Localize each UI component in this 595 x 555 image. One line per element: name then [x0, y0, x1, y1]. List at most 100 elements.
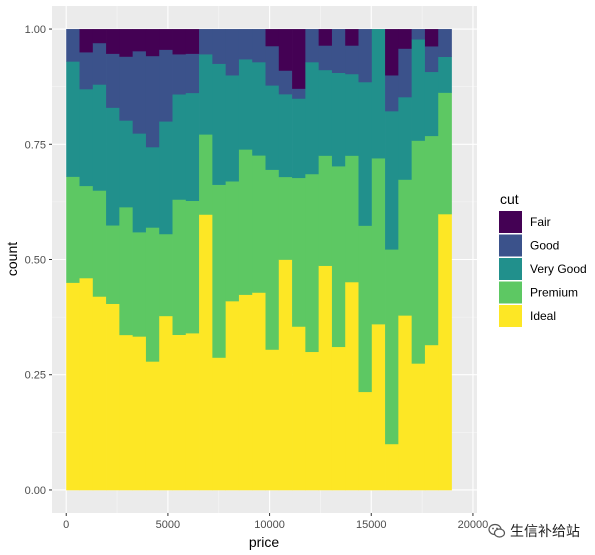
legend-label-good: Good	[530, 239, 559, 253]
bar-ideal-20	[331, 346, 346, 491]
bar-good-16	[278, 70, 293, 95]
bars	[66, 29, 452, 491]
bar-premium-3	[106, 225, 120, 304]
bar-ideal-25	[398, 315, 412, 491]
legend-label-fair: Fair	[530, 215, 551, 229]
bar-very-good-8	[172, 94, 187, 200]
bar-fair-25	[398, 29, 412, 49]
bar-good-19	[318, 45, 333, 71]
bar-good-12	[225, 29, 240, 76]
bar-good-20	[331, 29, 346, 73]
bar-very-good-11	[212, 63, 227, 185]
bar-very-good-4	[119, 120, 133, 208]
bar-premium-0	[66, 176, 80, 283]
bar-fair-19	[318, 29, 333, 46]
bar-very-good-16	[278, 94, 293, 178]
bar-premium-14	[252, 155, 266, 293]
bar-premium-17	[292, 177, 306, 327]
bar-ideal-22	[358, 391, 373, 491]
watermark-text: 生信补给站	[510, 524, 580, 540]
bar-fair-27	[424, 29, 439, 47]
x-tick-label: 10000	[254, 519, 285, 531]
bar-ideal-21	[345, 281, 359, 491]
bar-good-1	[79, 52, 94, 90]
bar-very-good-7	[159, 121, 173, 235]
y-tick-label: 0.75	[25, 139, 46, 151]
bar-good-26	[411, 29, 426, 40]
bar-premium-15	[265, 169, 280, 350]
bar-fair-24	[385, 29, 399, 76]
bar-premium-7	[159, 233, 173, 317]
bar-ideal-27	[424, 344, 439, 491]
bar-very-good-2	[92, 84, 107, 191]
bar-very-good-13	[238, 59, 253, 150]
legend-label-very-good: Very Good	[530, 262, 587, 276]
bar-ideal-9	[185, 333, 200, 491]
bar-very-good-15	[265, 85, 280, 170]
x-axis-title: price	[249, 534, 280, 550]
bar-ideal-24	[385, 443, 399, 491]
bar-very-good-18	[305, 61, 319, 175]
bar-good-3	[106, 53, 120, 108]
bar-good-14	[252, 29, 266, 63]
bar-ideal-10	[199, 214, 213, 491]
bar-very-good-20	[331, 72, 346, 167]
bar-ideal-2	[92, 296, 107, 491]
bar-good-11	[212, 29, 227, 64]
bar-ideal-23	[371, 324, 386, 491]
bar-very-good-26	[411, 39, 426, 141]
x-tick-label: 0	[63, 519, 69, 531]
wechat-icon	[488, 523, 506, 538]
bar-premium-20	[331, 166, 346, 348]
bar-ideal-13	[238, 294, 253, 491]
bar-ideal-0	[66, 282, 80, 491]
bar-fair-4	[119, 29, 133, 57]
bar-very-good-0	[66, 61, 80, 177]
bar-very-good-23	[371, 29, 386, 159]
bar-good-22	[358, 29, 373, 83]
bar-premium-12	[225, 181, 240, 302]
bar-good-27	[424, 46, 439, 73]
legend-label-premium: Premium	[530, 286, 578, 300]
legend-key-fair	[499, 211, 522, 233]
x-tick-label: 20000	[458, 519, 489, 531]
bar-very-good-28	[438, 56, 452, 93]
bar-ideal-17	[292, 326, 306, 491]
bar-fair-15	[265, 29, 280, 47]
bar-very-good-17	[292, 98, 306, 179]
bar-premium-5	[132, 232, 147, 337]
bar-very-good-19	[318, 69, 333, 156]
bar-fair-3	[106, 29, 120, 54]
bar-good-28	[438, 29, 452, 57]
bar-fair-9	[185, 29, 200, 54]
bar-good-10	[199, 29, 213, 55]
bar-very-good-24	[385, 110, 399, 250]
y-tick-label: 0.50	[25, 255, 46, 267]
bar-premium-19	[318, 155, 333, 266]
bar-fair-1	[79, 29, 94, 53]
legend-label-ideal: Ideal	[530, 309, 556, 323]
bar-ideal-7	[159, 315, 173, 491]
bar-good-8	[172, 54, 187, 95]
bar-very-good-5	[132, 133, 147, 233]
bar-good-6	[145, 55, 160, 148]
bar-premium-9	[185, 200, 200, 334]
bar-premium-8	[172, 199, 187, 335]
bar-fair-21	[345, 29, 359, 46]
bar-ideal-19	[318, 265, 333, 491]
bar-ideal-4	[119, 334, 133, 491]
bar-good-25	[398, 48, 412, 98]
bar-ideal-15	[265, 349, 280, 491]
bar-good-5	[132, 50, 147, 134]
bar-ideal-14	[252, 292, 266, 491]
bar-premium-16	[278, 176, 293, 260]
y-axis-title: count	[4, 242, 20, 276]
bar-premium-26	[411, 140, 426, 364]
x-axis: 0 5000 10000 15000 20000	[63, 513, 488, 531]
bar-ideal-8	[172, 334, 187, 491]
bar-premium-6	[145, 227, 160, 362]
y-tick-label: 0.00	[25, 485, 46, 497]
bar-very-good-12	[225, 75, 240, 182]
bar-premium-28	[438, 92, 452, 215]
bar-premium-23	[371, 158, 386, 325]
